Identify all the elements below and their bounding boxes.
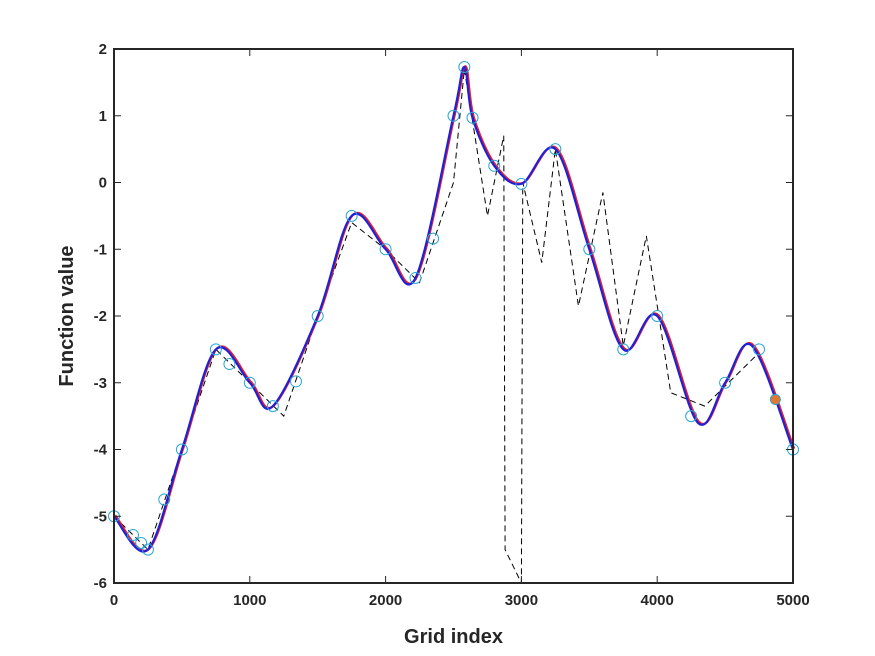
series-layer xyxy=(108,61,799,584)
data-point-marker xyxy=(141,543,154,556)
y-tick-label: 1 xyxy=(99,108,107,125)
y-tick-label: -5 xyxy=(94,508,107,525)
x-axis-label: Grid index xyxy=(404,626,503,648)
data-point-marker xyxy=(685,410,698,423)
y-tick-label: 0 xyxy=(99,175,107,192)
data-point-marker xyxy=(266,400,279,413)
data-point-marker xyxy=(175,443,188,456)
data-point-marker xyxy=(458,61,471,74)
data-point-marker xyxy=(409,271,422,284)
data-point-marker xyxy=(719,376,732,389)
x-tick-label: 4000 xyxy=(641,592,674,609)
y-tick-label: -2 xyxy=(94,308,107,325)
data-point-marker xyxy=(515,177,528,190)
x-tick-label: 0 xyxy=(110,592,118,609)
series-dashed-line xyxy=(113,68,794,584)
data-point-marker xyxy=(488,159,501,172)
data-point-marker xyxy=(158,493,171,506)
data-point-marker xyxy=(223,358,236,371)
data-point-marker xyxy=(583,243,596,256)
y-tick-label: -3 xyxy=(94,375,107,392)
data-point-marker xyxy=(651,310,664,322)
x-tick-label: 5000 xyxy=(776,592,809,609)
data-point-marker xyxy=(135,536,148,549)
data-point-marker xyxy=(209,343,222,356)
plot-area xyxy=(114,49,793,583)
data-point-marker xyxy=(753,343,766,356)
data-point-marker xyxy=(311,310,324,322)
x-tick-label: 1000 xyxy=(233,592,266,609)
highlighted-point xyxy=(769,393,781,405)
y-tick-label: 2 xyxy=(99,41,107,58)
data-point-marker xyxy=(549,143,562,156)
data-point-marker xyxy=(127,528,140,541)
data-point-marker xyxy=(447,109,460,122)
axes-layer: 0 1000 2000 3000 4000 5000 -6 -5 -4 -3 -2 -1 0 1 2 xyxy=(94,41,810,609)
data-point-marker xyxy=(427,232,440,245)
y-axis-label: Function value xyxy=(56,245,78,386)
x-tick-label: 3000 xyxy=(505,592,538,609)
series-smooth-blue xyxy=(113,65,795,553)
data-point-marker xyxy=(379,243,392,256)
data-point-marker xyxy=(243,376,256,389)
x-tick-label: 2000 xyxy=(369,592,402,609)
data-point-marker xyxy=(466,111,479,124)
data-point-marker xyxy=(617,343,630,356)
y-tick-label: -6 xyxy=(94,575,107,592)
y-tick-label: -4 xyxy=(94,442,108,459)
y-tick-label: -1 xyxy=(94,241,107,258)
data-point-marker xyxy=(345,209,358,222)
data-point-marker xyxy=(289,375,302,388)
